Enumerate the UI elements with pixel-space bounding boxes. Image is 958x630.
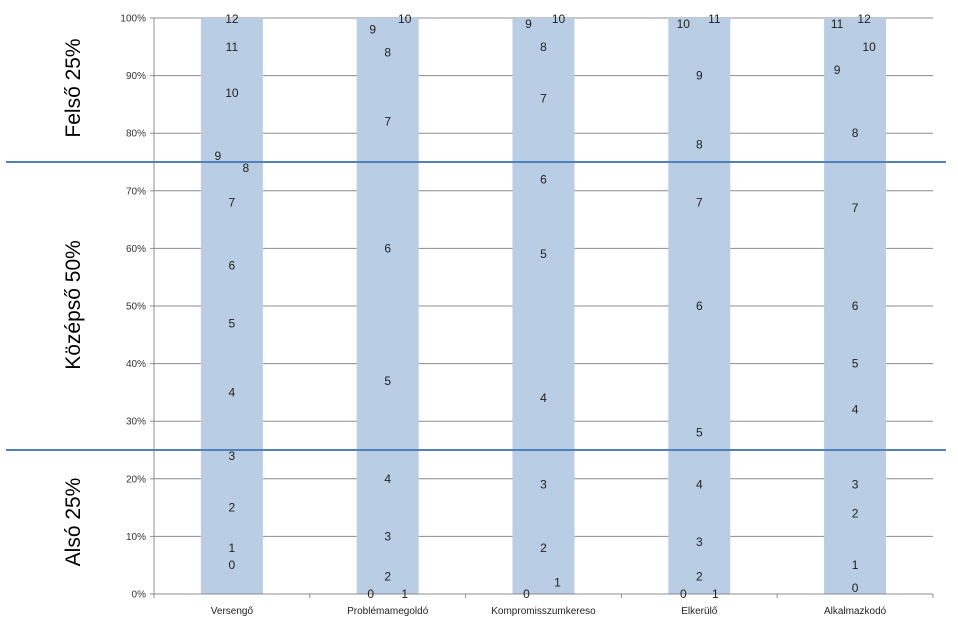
bar bbox=[356, 18, 419, 594]
score-label: 1 bbox=[852, 558, 859, 572]
score-label: 0 bbox=[229, 558, 236, 572]
score-label: 11 bbox=[226, 40, 239, 54]
x-category-label: Problémamegoldó bbox=[347, 606, 429, 617]
score-label: 1 bbox=[229, 541, 236, 555]
score-label: 0 bbox=[852, 581, 859, 595]
score-label: 2 bbox=[384, 570, 391, 584]
score-label: 0 bbox=[367, 587, 374, 601]
band-label-middle: Középső 50% bbox=[62, 240, 85, 370]
bar bbox=[200, 18, 263, 594]
score-label: 9 bbox=[696, 69, 703, 83]
y-tick-label: 40% bbox=[126, 359, 146, 370]
y-tick-label: 30% bbox=[126, 417, 146, 428]
score-label: 10 bbox=[552, 12, 566, 26]
score-label: 5 bbox=[696, 426, 703, 440]
score-label: 7 bbox=[852, 201, 859, 215]
score-label: 12 bbox=[225, 12, 239, 26]
y-tick-label: 80% bbox=[126, 129, 146, 140]
score-label: 4 bbox=[696, 478, 703, 492]
y-tick-label: 90% bbox=[126, 71, 146, 82]
score-label: 10 bbox=[225, 86, 239, 100]
x-category-label: Alkalmazkodó bbox=[824, 606, 887, 617]
score-label: 7 bbox=[384, 115, 391, 129]
score-label: 0 bbox=[523, 587, 530, 601]
score-label: 6 bbox=[384, 241, 391, 255]
score-label: 10 bbox=[677, 17, 691, 31]
score-label: 6 bbox=[696, 299, 703, 313]
score-label: 10 bbox=[398, 12, 412, 26]
score-label: 6 bbox=[540, 172, 547, 186]
score-label: 10 bbox=[862, 40, 876, 54]
score-label: 3 bbox=[229, 449, 236, 463]
score-label: 8 bbox=[696, 138, 703, 152]
y-tick-label: 60% bbox=[126, 244, 146, 255]
score-label: 7 bbox=[696, 195, 703, 209]
score-label: 3 bbox=[540, 478, 547, 492]
score-label: 8 bbox=[540, 40, 547, 54]
score-label: 9 bbox=[369, 23, 376, 37]
score-label: 4 bbox=[229, 385, 236, 399]
score-label: 1 bbox=[554, 575, 561, 589]
bar bbox=[668, 18, 731, 594]
band-label-bottom: Alsó 25% bbox=[62, 478, 85, 567]
x-category-label: Versengő bbox=[211, 606, 254, 617]
score-label: 0 bbox=[680, 587, 687, 601]
score-label: 4 bbox=[540, 391, 547, 405]
score-label: 5 bbox=[852, 357, 859, 371]
x-category-label: Elkerülő bbox=[681, 606, 718, 617]
y-tick-label: 10% bbox=[126, 532, 146, 543]
bars bbox=[200, 18, 887, 594]
score-label: 7 bbox=[229, 195, 236, 209]
score-label: 2 bbox=[229, 501, 236, 515]
score-label: 9 bbox=[215, 149, 222, 163]
axes: 0% 10% 20% 30% 40% 50% 60% 70% 80% 90% 100% Verseng… bbox=[120, 14, 934, 617]
bar bbox=[512, 18, 575, 594]
y-tick-label: 100% bbox=[120, 14, 146, 25]
y-tick-label: 20% bbox=[126, 474, 146, 485]
score-label: 11 bbox=[708, 12, 721, 26]
score-label: 11 bbox=[831, 17, 844, 31]
score-label: 3 bbox=[696, 535, 703, 549]
band-markers: Felső 25% Középső 50% Alsó 25% bbox=[6, 38, 946, 566]
band-label-top: Felső 25% bbox=[62, 38, 85, 137]
score-label: 6 bbox=[229, 259, 236, 273]
score-label: 1 bbox=[712, 587, 719, 601]
score-label: 5 bbox=[229, 316, 236, 330]
score-label: 9 bbox=[834, 63, 841, 77]
score-label: 12 bbox=[857, 12, 871, 26]
y-tick-label: 50% bbox=[126, 302, 146, 313]
score-label: 4 bbox=[852, 403, 859, 417]
score-label: 3 bbox=[852, 478, 859, 492]
y-tick-label: 0% bbox=[132, 590, 147, 601]
score-label: 8 bbox=[384, 46, 391, 60]
bar bbox=[824, 18, 887, 594]
score-label: 8 bbox=[852, 126, 859, 140]
score-label: 1 bbox=[401, 587, 408, 601]
x-category-label: Kompromisszumkereso bbox=[491, 606, 596, 617]
score-label: 7 bbox=[540, 92, 547, 106]
score-label: 2 bbox=[540, 541, 547, 555]
score-label: 2 bbox=[852, 506, 859, 520]
score-label: 8 bbox=[243, 161, 250, 175]
score-label: 9 bbox=[525, 17, 532, 31]
score-label: 6 bbox=[852, 299, 859, 313]
score-label: 4 bbox=[384, 472, 391, 486]
score-label: 3 bbox=[384, 529, 391, 543]
score-label: 2 bbox=[696, 570, 703, 584]
score-label: 5 bbox=[384, 374, 391, 388]
score-label: 5 bbox=[540, 247, 547, 261]
y-tick-label: 70% bbox=[126, 186, 146, 197]
